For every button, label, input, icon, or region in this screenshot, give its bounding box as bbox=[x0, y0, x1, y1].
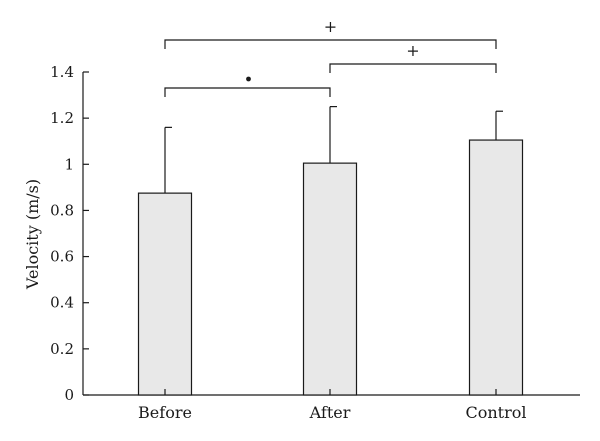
bar-before bbox=[139, 193, 192, 395]
significance-marker: + bbox=[406, 41, 419, 60]
y-tick-label: 1.2 bbox=[50, 109, 74, 127]
plot-area: 0 0.2 0.4 0.6 0.8 1 1.2 1.4 Before After Control + + bbox=[50, 17, 580, 422]
y-tick-label: 0.4 bbox=[50, 294, 74, 312]
y-tick-label: 0 bbox=[64, 386, 74, 404]
significance-bracket bbox=[330, 64, 496, 73]
y-tick-label: 0.2 bbox=[50, 340, 74, 358]
y-tick-label: 1 bbox=[64, 155, 74, 173]
significance-marker: + bbox=[324, 17, 337, 36]
significance-bracket bbox=[165, 88, 330, 97]
bar-after bbox=[304, 163, 357, 395]
x-tick-label: Control bbox=[465, 403, 526, 422]
significance-bracket bbox=[165, 40, 496, 49]
y-tick-label: 1.4 bbox=[50, 63, 74, 81]
bar-control bbox=[470, 140, 523, 395]
x-tick-label: Before bbox=[138, 403, 192, 422]
y-tick-label: 0.8 bbox=[50, 201, 74, 219]
x-tick-label: After bbox=[309, 403, 351, 422]
y-tick-label: 0.6 bbox=[50, 248, 74, 266]
significance-marker bbox=[246, 77, 251, 82]
y-axis-title: Velocity (m/s) bbox=[23, 179, 42, 290]
